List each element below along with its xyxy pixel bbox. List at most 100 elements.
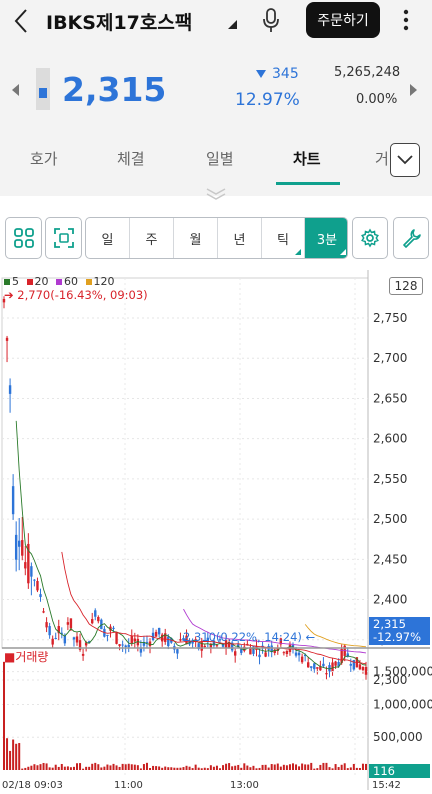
prev-stock-arrow-icon[interactable] bbox=[12, 84, 19, 96]
candle-body bbox=[297, 652, 301, 656]
volume-bar bbox=[237, 764, 240, 770]
candle-body bbox=[39, 594, 42, 598]
candle-body bbox=[316, 667, 319, 669]
chart-tools-button[interactable] bbox=[393, 217, 429, 259]
wrench-icon bbox=[403, 229, 421, 248]
volume-bar bbox=[106, 764, 109, 770]
volume-bar bbox=[313, 768, 316, 770]
candle-body bbox=[264, 652, 267, 657]
candle-body bbox=[313, 663, 316, 670]
order-button[interactable]: 주문하기 bbox=[306, 2, 380, 38]
volume-bar bbox=[295, 764, 298, 770]
period-month[interactable]: 월 bbox=[174, 218, 218, 258]
volume-bar bbox=[261, 764, 264, 770]
volume-bar bbox=[36, 765, 39, 770]
volume-bar bbox=[355, 767, 358, 770]
volume-title: ■거래량 bbox=[4, 650, 49, 664]
tab-chegyeol[interactable]: 체결 bbox=[117, 150, 145, 168]
candle-count[interactable]: 128 bbox=[389, 277, 423, 295]
price-tick-label: 2,750 bbox=[373, 311, 407, 325]
back-arrow-icon[interactable] bbox=[14, 8, 28, 40]
candle-body bbox=[33, 579, 36, 581]
period-tick[interactable]: 틱 bbox=[262, 218, 305, 258]
fullscreen-button[interactable] bbox=[45, 217, 82, 259]
microphone-icon[interactable] bbox=[261, 7, 281, 39]
candle-body bbox=[100, 619, 103, 630]
candle-body bbox=[240, 648, 243, 653]
candle-body bbox=[340, 648, 343, 664]
candle-body bbox=[66, 622, 70, 625]
tab-daily[interactable]: 일별 bbox=[206, 150, 234, 168]
volume-bar bbox=[6, 738, 9, 770]
tab-more-partial[interactable]: 거 bbox=[375, 150, 389, 168]
volume-bar bbox=[264, 764, 267, 770]
tab-expand-button[interactable] bbox=[390, 143, 420, 177]
volume-bar bbox=[191, 768, 194, 770]
legend-ma120: 120 bbox=[85, 275, 115, 288]
price-chart[interactable]: 2,750 2,700 2,650 2,600 2,550 2,500 2,450 2,400… bbox=[0, 270, 432, 794]
candle-body bbox=[218, 639, 222, 641]
legend-ma20: 20 bbox=[26, 275, 49, 288]
candle-body bbox=[18, 540, 21, 547]
volume-bar bbox=[267, 767, 270, 770]
candle-body bbox=[106, 634, 109, 636]
volume-bar bbox=[203, 767, 206, 770]
volume-bar bbox=[258, 767, 261, 770]
chart-panel bbox=[0, 196, 432, 794]
tab-hoga[interactable]: 호가 bbox=[30, 150, 58, 168]
candle-body bbox=[358, 664, 362, 670]
volume-bar bbox=[18, 743, 21, 770]
volume-bar bbox=[158, 766, 161, 770]
candle-body bbox=[133, 638, 137, 642]
candle-body bbox=[185, 635, 188, 645]
volume-bar bbox=[115, 765, 118, 770]
time-tick-label: 15:42 bbox=[372, 780, 401, 791]
volume-bar bbox=[246, 765, 249, 770]
kebab-menu-icon[interactable] bbox=[398, 6, 414, 38]
next-stock-arrow-icon[interactable] bbox=[410, 84, 417, 96]
chart-settings-button[interactable] bbox=[352, 217, 388, 259]
price-range-bar bbox=[36, 68, 50, 110]
volume-bar bbox=[100, 767, 103, 770]
volume-bar bbox=[142, 764, 145, 770]
volume-bar bbox=[66, 766, 69, 770]
volume-bar bbox=[349, 767, 352, 770]
volume-bar bbox=[270, 764, 273, 770]
candle-body bbox=[2, 298, 6, 303]
min-price-label: 2,310(0.22%, 14:24) ← bbox=[183, 630, 316, 644]
volume-bar bbox=[112, 763, 115, 770]
candle-body bbox=[14, 534, 18, 560]
volume-pct: 0.00% bbox=[356, 92, 398, 107]
period-year[interactable]: 년 bbox=[218, 218, 262, 258]
app-header: IBKS제17호스팩 주문하기 bbox=[0, 0, 432, 44]
period-day[interactable]: 일 bbox=[86, 218, 130, 258]
stock-title[interactable]: IBKS제17호스팩 bbox=[46, 12, 193, 34]
volume-bar bbox=[298, 766, 301, 770]
candle-body bbox=[11, 486, 15, 515]
volume-bar bbox=[228, 763, 231, 770]
volume-bar bbox=[161, 767, 164, 770]
candle-body bbox=[206, 637, 210, 643]
moving-averages bbox=[15, 420, 367, 670]
volume-axis: 1,500,000 1,000,000 500,000 bbox=[373, 665, 432, 745]
tab-chart[interactable]: 차트 bbox=[293, 150, 321, 168]
candle-body bbox=[319, 666, 322, 671]
volume-bar bbox=[167, 767, 170, 770]
volume-bar bbox=[121, 763, 124, 770]
volume-bar bbox=[21, 768, 24, 770]
candle-body bbox=[346, 653, 349, 657]
period-3min[interactable]: 3분 bbox=[305, 218, 347, 258]
candle-body bbox=[48, 626, 51, 636]
volume-bar bbox=[79, 763, 82, 770]
price-tick-label: 2,300 bbox=[373, 673, 407, 687]
candle-body bbox=[167, 636, 170, 647]
price-tick-label: 2,650 bbox=[373, 391, 407, 405]
candle-body bbox=[127, 644, 130, 648]
collapse-handle-icon[interactable] bbox=[204, 186, 228, 205]
stock-dropdown-icon[interactable] bbox=[228, 20, 237, 29]
layout-grid-button[interactable] bbox=[5, 217, 42, 259]
candle-body bbox=[279, 638, 283, 645]
period-week[interactable]: 주 bbox=[130, 218, 174, 258]
candle-body bbox=[54, 638, 57, 640]
price-plot-frame bbox=[1, 277, 369, 649]
